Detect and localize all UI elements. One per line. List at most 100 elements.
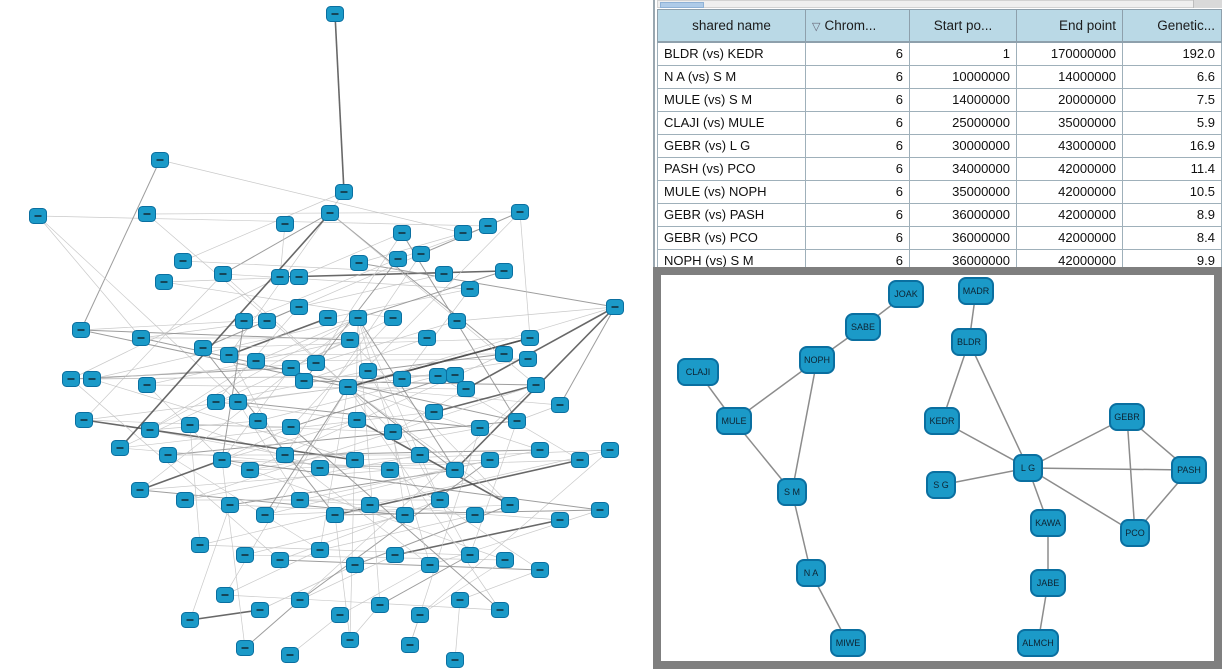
network-node[interactable] [495,263,513,279]
network-edge-GEBR-PCO[interactable] [1126,416,1136,534]
network-node[interactable] [72,322,90,338]
cell-value[interactable]: 34000000 [909,156,1017,181]
network-node[interactable] [411,607,429,623]
network-node[interactable] [421,557,439,573]
network-node-ALMCH[interactable]: ALMCH [1017,629,1059,657]
column-header-shared-name[interactable]: shared name [657,9,806,43]
network-node[interactable] [241,462,259,478]
cell-value[interactable]: 6 [805,156,910,181]
network-node[interactable] [213,452,231,468]
network-node-NOPH[interactable]: NOPH [799,346,835,374]
network-node[interactable] [601,442,619,458]
network-node[interactable] [471,420,489,436]
cell-value[interactable]: 20000000 [1016,87,1123,112]
network-node[interactable] [258,313,276,329]
network-node[interactable] [207,394,225,410]
network-node[interactable] [381,462,399,478]
network-node[interactable] [371,597,389,613]
cell-value[interactable]: 16.9 [1122,133,1222,158]
network-edge-L G-PCO[interactable] [1027,467,1136,534]
network-node[interactable] [236,547,254,563]
cell-shared-name[interactable]: MULE (vs) NOPH [657,179,806,204]
network-node[interactable] [466,507,484,523]
network-node[interactable] [271,552,289,568]
network-node[interactable] [138,377,156,393]
network-node[interactable] [457,381,475,397]
network-node[interactable] [75,412,93,428]
network-node[interactable] [251,602,269,618]
cell-value[interactable]: 35000000 [1016,110,1123,135]
network-node[interactable] [346,452,364,468]
network-node[interactable] [496,552,514,568]
cell-value[interactable]: 6 [805,87,910,112]
cell-value[interactable]: 192.0 [1122,41,1222,66]
table-row[interactable]: GEBR (vs) PASH 6 36000000 42000000 8.9 [657,202,1222,227]
network-node[interactable] [311,460,329,476]
network-node[interactable] [176,492,194,508]
network-node[interactable] [83,371,101,387]
network-node-KAWA[interactable]: KAWA [1030,509,1066,537]
cell-value[interactable]: 14000000 [909,87,1017,112]
cell-shared-name[interactable]: N A (vs) S M [657,64,806,89]
network-node[interactable] [111,440,129,456]
network-node[interactable] [491,602,509,618]
network-node[interactable] [425,404,443,420]
network-node[interactable] [281,647,299,663]
network-node[interactable] [461,281,479,297]
cell-value[interactable]: 42000000 [1016,179,1123,204]
network-node[interactable] [571,452,589,468]
network-node[interactable] [435,266,453,282]
table-row[interactable]: MULE (vs) S M 6 14000000 20000000 7.5 [657,87,1222,112]
network-node[interactable] [247,353,265,369]
network-node[interactable] [501,497,519,513]
network-node[interactable] [235,313,253,329]
network-node[interactable] [341,632,359,648]
network-node[interactable] [446,652,464,668]
network-node[interactable] [393,371,411,387]
network-node[interactable] [159,447,177,463]
network-node[interactable] [606,299,624,315]
cell-shared-name[interactable]: MULE (vs) S M [657,87,806,112]
network-node[interactable] [495,346,513,362]
network-node-GEBR[interactable]: GEBR [1109,403,1145,431]
network-node[interactable] [62,371,80,387]
network-node[interactable] [339,379,357,395]
network-node[interactable] [527,377,545,393]
network-node[interactable] [155,274,173,290]
network-node[interactable] [508,413,526,429]
network-node[interactable] [282,360,300,376]
network-node[interactable] [451,592,469,608]
network-node[interactable] [326,6,344,22]
network-node[interactable] [194,340,212,356]
network-node[interactable] [481,452,499,468]
network-node[interactable] [389,251,407,267]
network-node-BLDR[interactable]: BLDR [951,328,987,356]
network-node[interactable] [401,637,419,653]
network-edge-L G-PASH[interactable] [1027,467,1190,471]
cell-value[interactable]: 30000000 [909,133,1017,158]
network-node[interactable] [384,424,402,440]
cell-shared-name[interactable]: GEBR (vs) PASH [657,202,806,227]
cell-value[interactable]: 1 [909,41,1017,66]
table-row[interactable]: PASH (vs) PCO 6 34000000 42000000 11.4 [657,156,1222,181]
network-node[interactable] [429,368,447,384]
network-edge-BLDR-L G[interactable] [968,341,1029,469]
cell-shared-name[interactable]: GEBR (vs) PCO [657,225,806,250]
network-node[interactable] [448,313,466,329]
network-node[interactable] [290,299,308,315]
cell-value[interactable]: 6 [805,41,910,66]
cell-value[interactable]: 6 [805,110,910,135]
network-node[interactable] [551,512,569,528]
network-node-L G[interactable]: L G [1013,454,1043,482]
network-node[interactable] [335,184,353,200]
network-node[interactable] [191,537,209,553]
network-node-PASH[interactable]: PASH [1171,456,1207,484]
cell-value[interactable]: 7.5 [1122,87,1222,112]
network-node-JOAK[interactable]: JOAK [888,280,924,308]
table-row[interactable]: N A (vs) S M 6 10000000 14000000 6.6 [657,64,1222,89]
network-node[interactable] [591,502,609,518]
network-node-MULE[interactable]: MULE [716,407,752,435]
network-node-MIWE[interactable]: MIWE [830,629,866,657]
scrollbar-thumb[interactable] [660,2,704,8]
